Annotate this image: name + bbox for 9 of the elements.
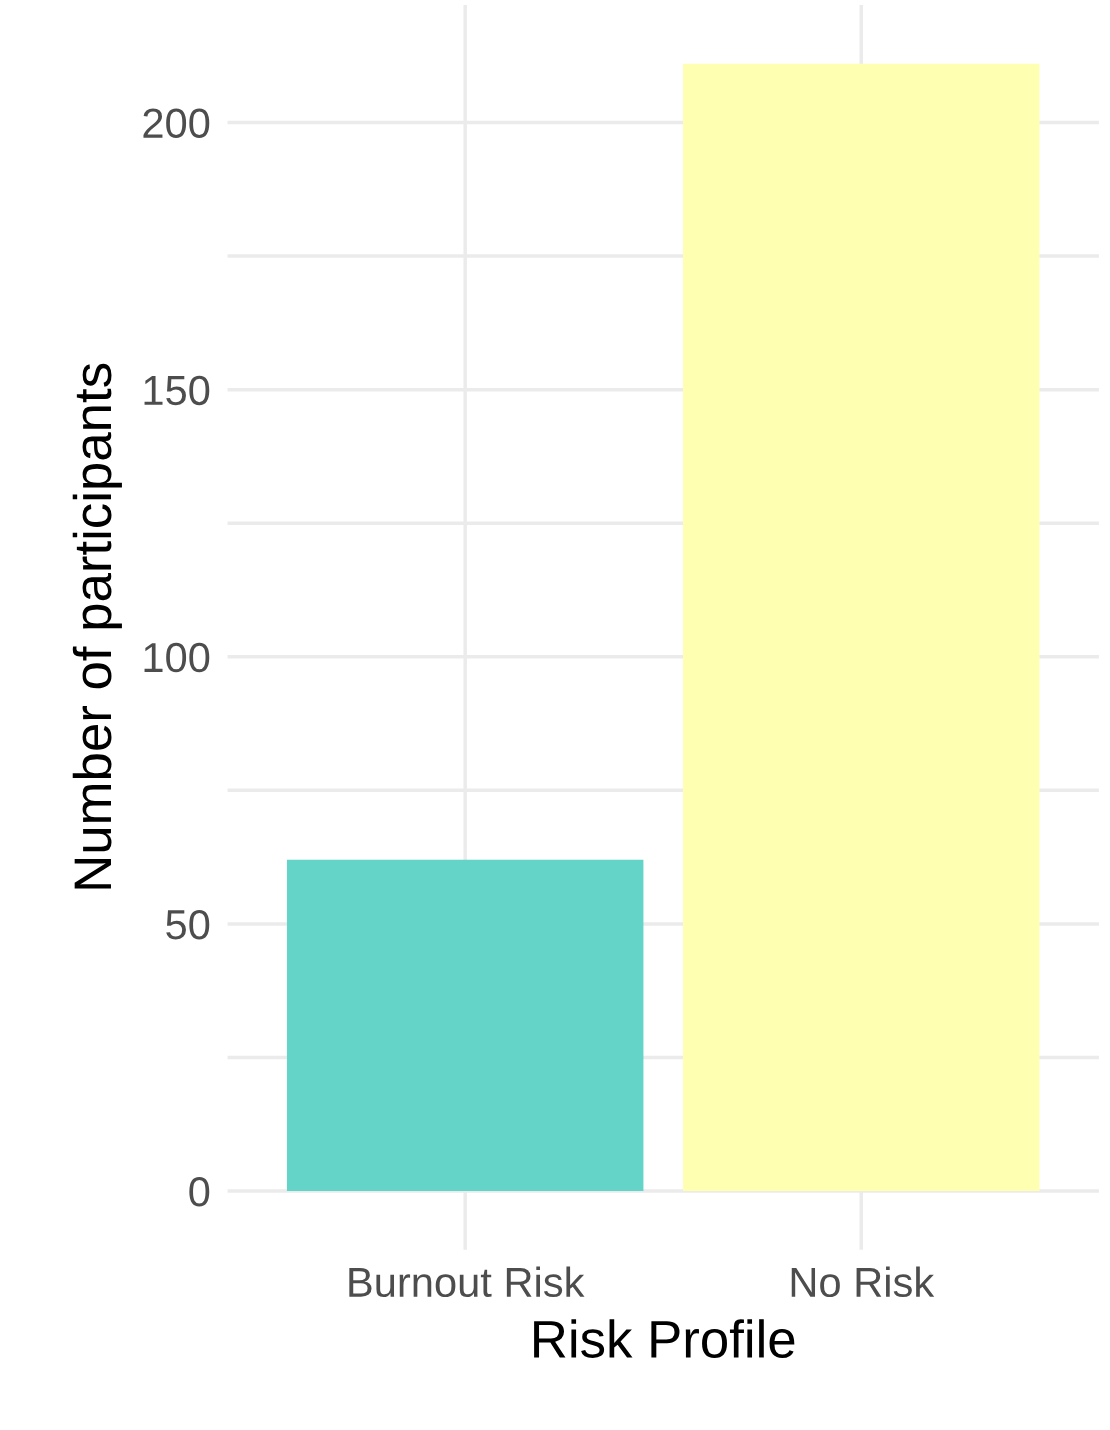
y-tick-label: 200	[143, 108, 210, 139]
y-tick-label: 50	[166, 909, 210, 940]
y-tick-label: 0	[189, 1177, 210, 1207]
y-tick-label: 150	[144, 375, 210, 406]
x-axis-title: Risk Profile	[534, 1319, 795, 1358]
x-tick-label: No Risk	[791, 1266, 935, 1298]
y-tick-label: 100	[144, 642, 210, 673]
y-axis-title: Number of participants	[72, 363, 122, 889]
x-tick-label: Burnout Risk	[349, 1266, 585, 1298]
